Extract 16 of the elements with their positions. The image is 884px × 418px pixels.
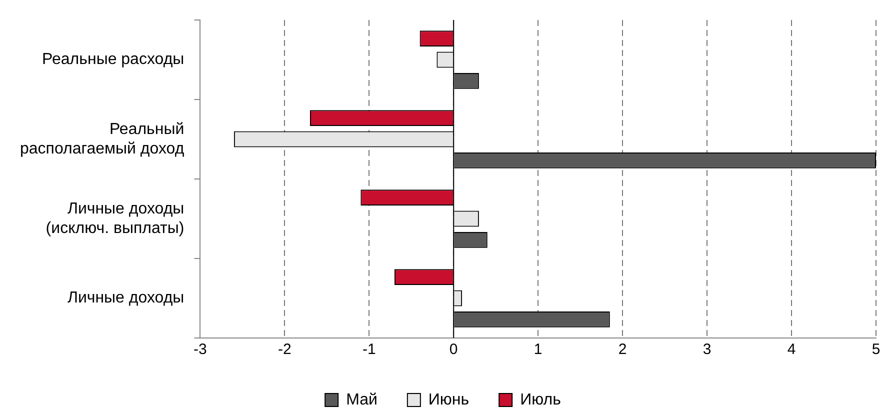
x-tick-label: -1 bbox=[362, 341, 376, 358]
x-tick-label: 4 bbox=[787, 341, 796, 358]
x-tick-label: 3 bbox=[702, 341, 712, 358]
x-tick-label: -2 bbox=[278, 341, 292, 358]
legend-label: Июль bbox=[520, 391, 561, 408]
y-tick-label: Личные доходы bbox=[67, 290, 184, 307]
x-tick-label: -3 bbox=[193, 341, 207, 358]
x-tick-label: 1 bbox=[534, 341, 542, 358]
legend-label: Июнь bbox=[428, 391, 470, 408]
y-tick-label: Реальные расходы bbox=[42, 51, 184, 68]
y-tick-label: Реальный располагаемый доход bbox=[20, 121, 185, 158]
x-tick-label: 0 bbox=[449, 341, 458, 358]
y-tick-label: Личные доходы (исключ. выплаты) bbox=[46, 200, 184, 237]
x-tick-label: 2 bbox=[618, 341, 627, 358]
x-tick-label: 5 bbox=[872, 341, 880, 358]
legend-label: Май bbox=[346, 391, 378, 408]
